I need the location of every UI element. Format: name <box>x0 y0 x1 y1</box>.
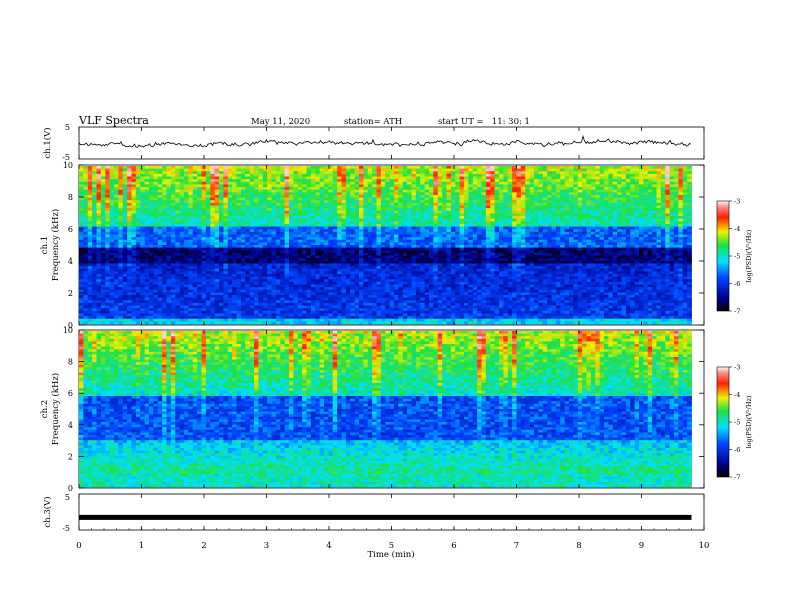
ch1-spectrogram-image <box>79 166 692 324</box>
spec1-yticks-label: 10 <box>63 161 73 170</box>
ch3-waveform-ylabel: ch.3(V) <box>42 496 53 527</box>
ch3-ytick-top: 5 <box>65 493 70 502</box>
ch2-ylabel-channel: ch.2 <box>40 400 50 418</box>
spec1-yticks-label: 2 <box>68 289 73 298</box>
spec2-yticks-label: 10 <box>63 326 73 335</box>
spec1-yticks-label: 6 <box>68 225 73 234</box>
ch1-colorbar-label: log(PSD)(V²/Hz) <box>745 229 753 282</box>
spec2-yticks-label: 6 <box>68 389 73 398</box>
time-tick-label: 9 <box>639 541 644 551</box>
cbar1-ticks-label: -3 <box>734 198 740 206</box>
chart-title: VLF Spectra <box>78 114 149 127</box>
cbar2-ticks-label: -3 <box>734 364 740 372</box>
cbar1-ticks-label: -6 <box>734 280 740 288</box>
start-time-label: start UT = 11: 30: 1 <box>438 117 530 127</box>
ch2-ylabel-frequency: Frequency (kHz) <box>50 373 61 445</box>
time-tick-label: 0 <box>76 541 81 551</box>
ch3-ytick-bottom: -5 <box>62 524 70 533</box>
cbar2-ticks-label: -5 <box>734 419 740 427</box>
time-tick-label: 6 <box>451 541 456 551</box>
spec2-yticks-label: 4 <box>68 421 73 430</box>
spec1-yticks-label: 4 <box>68 257 73 266</box>
cbar1-ticks-label: -7 <box>734 308 740 316</box>
spec2-yticks-label: 2 <box>68 452 73 461</box>
station-label: station= ATH <box>344 117 402 127</box>
time-tick-label: 1 <box>139 541 144 551</box>
time-tick-label: 7 <box>514 541 519 551</box>
time-tick-label: 10 <box>699 541 710 551</box>
time-axis-label: Time (min) <box>367 549 414 560</box>
cbar1-ticks-label: -5 <box>734 253 740 261</box>
ch2-spectrogram-image <box>79 331 692 487</box>
ch3-waveform-frame <box>79 494 704 530</box>
time-tick-label: 8 <box>576 541 581 551</box>
time-tick-label: 2 <box>201 541 206 551</box>
time-tick-label: 4 <box>326 541 331 551</box>
ch1-ylabel-channel: ch.1 <box>40 236 50 254</box>
spec1-yticks-label: 8 <box>68 193 73 202</box>
time-tick-label: 3 <box>264 541 269 551</box>
ch2-colorbar <box>717 367 729 477</box>
cbar2-ticks-label: -7 <box>734 474 740 482</box>
cbar1-ticks-label: -4 <box>734 225 740 233</box>
ch2-colorbar-label: log(PSD)(V²/Hz) <box>745 395 753 448</box>
spec2-yticks-label: 0 <box>68 484 73 493</box>
date-label: May 11, 2020 <box>251 117 310 127</box>
ch1-ytick-top: 5 <box>65 123 70 132</box>
spec2-yticks-label: 8 <box>68 358 73 367</box>
cbar2-ticks-label: -6 <box>734 446 740 454</box>
ch1-colorbar <box>717 201 729 311</box>
cbar2-ticks-label: -4 <box>734 391 740 399</box>
ch1-waveform-ylabel: ch.1(V) <box>42 127 53 158</box>
ch1-ylabel-frequency: Frequency (kHz) <box>50 209 61 281</box>
